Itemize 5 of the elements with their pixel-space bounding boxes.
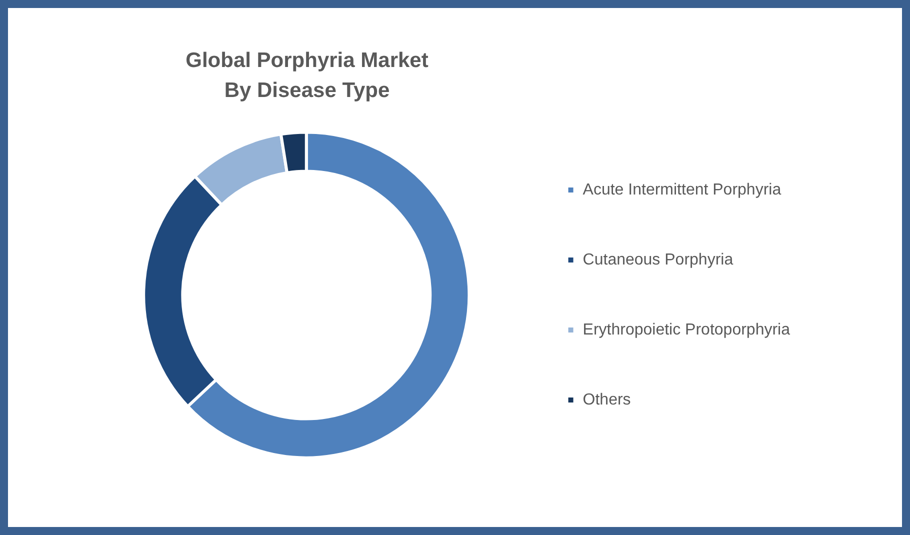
legend-label: Erythropoietic Protoporphyria [582, 321, 790, 338]
legend-label: Acute Intermittent Porphyria [582, 181, 782, 198]
chart-title: Global Porphyria Market By Disease Type [184, 48, 430, 104]
legend-label: Others [582, 391, 631, 408]
legend-label: Cutaneous Porphyria [582, 251, 734, 268]
